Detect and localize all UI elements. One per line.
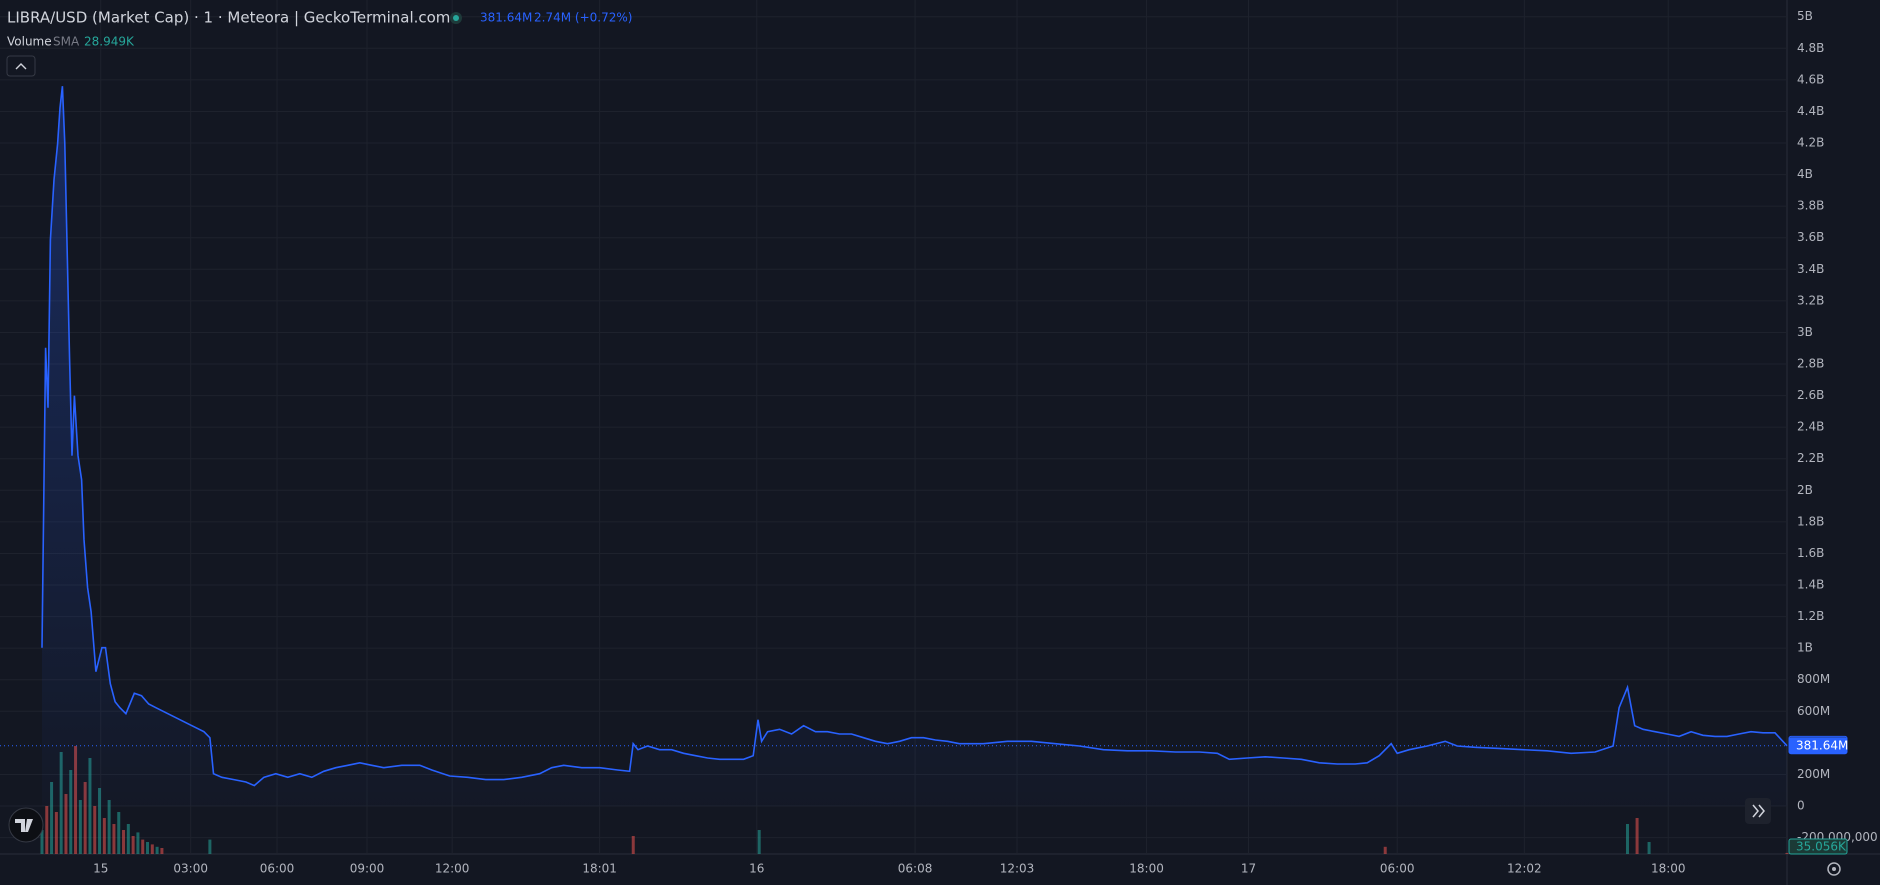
price-tag-label: 381.64M [1796, 738, 1848, 752]
x-tick-label: 09:00 [350, 862, 385, 876]
volume-sma: 28.949K [84, 35, 135, 49]
volume-bar [150, 844, 154, 854]
tv-logo[interactable] [8, 807, 44, 843]
x-tick-label: 12:03 [1000, 862, 1035, 876]
volume-bar [136, 832, 140, 854]
x-tick-label: 06:00 [1380, 862, 1415, 876]
volume-bar [141, 839, 145, 854]
last-price: 381.64M [480, 11, 532, 25]
volume-bar [1383, 846, 1387, 854]
collapse-icon [15, 63, 27, 70]
scroll-icon [1752, 804, 1765, 818]
volume-bar [93, 806, 97, 854]
x-tick-label: 18:00 [1651, 862, 1686, 876]
volume-bar [117, 812, 121, 854]
x-tick-label: 15 [93, 862, 108, 876]
y-tick-label: 1.6B [1797, 546, 1824, 560]
volume-tag-label: 35.056K [1796, 840, 1847, 854]
y-tick-label: 800M [1797, 672, 1830, 686]
x-tick-label: 16 [749, 862, 764, 876]
volume-tag-box [1788, 838, 1848, 855]
price-line [41, 86, 1788, 787]
volume-bar [1635, 818, 1639, 854]
y-tick-label: 3.6B [1797, 230, 1824, 244]
x-tick-label: 18:00 [1129, 862, 1164, 876]
price-tag-box [1788, 737, 1848, 755]
y-tick-label: 2.2B [1797, 451, 1824, 465]
volume-bar [50, 782, 54, 854]
volume-bar [54, 812, 58, 854]
x-tick-label: 03:00 [173, 862, 208, 876]
volume-bar [102, 818, 106, 854]
y-tick-label: 3.2B [1797, 293, 1824, 307]
volume-bar [45, 806, 49, 854]
volume-bar [69, 770, 73, 854]
volume-bar [122, 830, 126, 854]
volume-bar [631, 836, 635, 854]
collapse-button[interactable] [6, 55, 36, 77]
volume-bar [112, 824, 116, 854]
y-tick-label: 2.8B [1797, 357, 1824, 371]
x-tick-label: 06:00 [260, 862, 295, 876]
settings-button[interactable] [1827, 862, 1841, 876]
volume-bar [146, 842, 150, 854]
volume-bar [1647, 842, 1651, 854]
volume-bar [757, 830, 761, 854]
x-tick-label: 06:08 [898, 862, 933, 876]
y-tick-label: 1.4B [1797, 578, 1824, 592]
status-dot [453, 15, 459, 21]
tv-logo-mark [15, 819, 33, 832]
price-change: 2.74M (+0.72%) [534, 11, 632, 25]
y-tick-label: 200M [1797, 767, 1830, 781]
volume-bar [126, 824, 130, 854]
y-tick-label: 600M [1797, 704, 1830, 718]
y-tick-label: 4.2B [1797, 136, 1824, 150]
volume-bar [107, 800, 111, 854]
y-tick-label: 1.2B [1797, 609, 1824, 623]
volume-bar [64, 794, 68, 854]
volume-bar [1625, 824, 1629, 854]
x-tick-label: 18:01 [582, 862, 617, 876]
y-tick-label: 4.4B [1797, 104, 1824, 118]
y-tick-label: 2B [1797, 483, 1813, 497]
y-tick-label: 4.6B [1797, 72, 1824, 86]
volume-bar [1785, 852, 1789, 854]
y-tick-label: 5B [1797, 9, 1813, 23]
y-tick-label: 4.8B [1797, 41, 1824, 55]
x-tick-label: 17 [1241, 862, 1256, 876]
volume-bar [78, 800, 82, 854]
y-tick-label: 3.4B [1797, 262, 1824, 276]
y-tick-label: 0 [1797, 799, 1805, 813]
y-tick-label: 1B [1797, 641, 1813, 655]
chart-title: LIBRA/USD (Market Cap) · 1 · Meteora | G… [7, 9, 450, 27]
settings-icon [1832, 867, 1836, 871]
volume-bar [208, 839, 212, 854]
volume-label: Volume [7, 35, 52, 49]
y-tick-label: 2.4B [1797, 420, 1824, 434]
y-tick-label: 3B [1797, 325, 1813, 339]
volume-indicator: SMA [53, 35, 80, 49]
x-tick-label: 12:02 [1507, 862, 1542, 876]
x-tick-label: 12:00 [435, 862, 470, 876]
volume-bar [131, 836, 135, 854]
y-tick-label: 4B [1797, 167, 1813, 181]
volume-bar [160, 848, 164, 854]
y-tick-label: 3.8B [1797, 199, 1824, 213]
y-tick-label: 1.8B [1797, 514, 1824, 528]
y-tick-label: 2.6B [1797, 388, 1824, 402]
volume-bar [83, 782, 87, 854]
volume-bar [98, 788, 102, 854]
volume-bar [40, 830, 44, 854]
volume-bar [155, 846, 159, 854]
